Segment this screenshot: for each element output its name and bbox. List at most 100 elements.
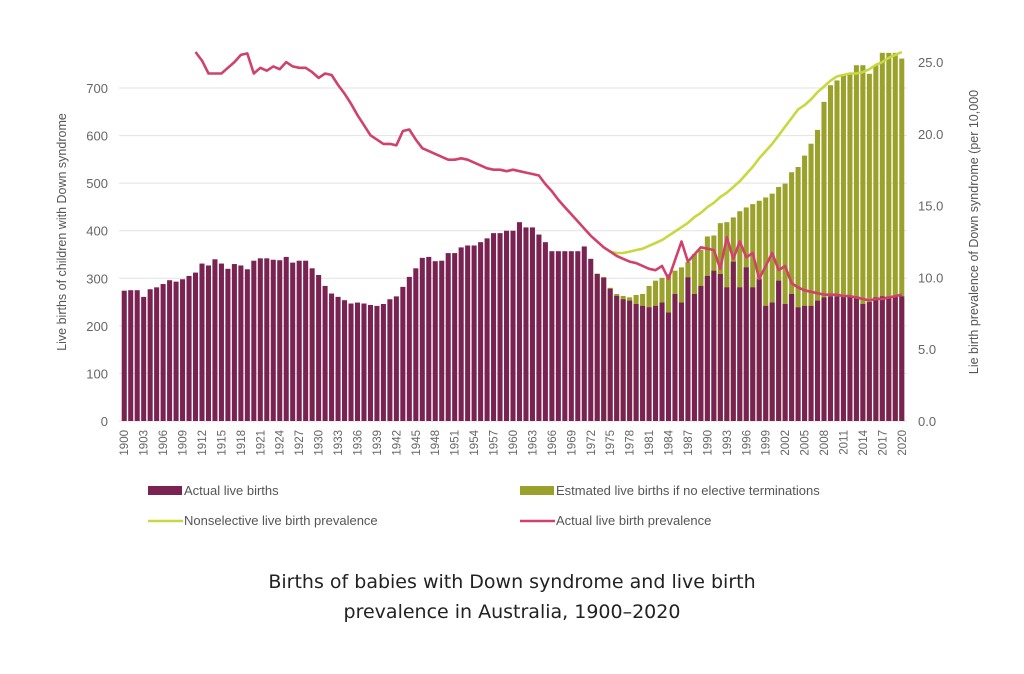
legend-label-nonselective-prevalence: Nonselective live birth prevalence — [184, 513, 378, 528]
y-axis-title: Live births of children with Down syndro… — [55, 113, 69, 351]
y2-tick-label: 20.0 — [918, 127, 943, 142]
bar-actual-1924 — [277, 260, 283, 421]
bar-actual-2015 — [866, 302, 872, 421]
bar-estimated-2014 — [860, 65, 866, 421]
bar-actual-1974 — [601, 277, 607, 421]
x-tick-label: 1987 — [683, 430, 695, 456]
y-axis-right: 0.0 5.0 10.0 15.0 20.0 25.0 — [918, 55, 943, 429]
x-tick-label: 1924 — [275, 429, 287, 455]
bar-actual-1914 — [212, 259, 218, 421]
bar-actual-1981 — [646, 307, 652, 421]
bar-actual-2009 — [827, 296, 834, 421]
bar-actual-1971 — [581, 246, 587, 421]
bar-estimated-2019 — [892, 52, 898, 421]
bar-estimated-2017 — [879, 52, 885, 421]
bar-actual-1904 — [147, 289, 153, 421]
x-tick-label: 1948 — [430, 430, 442, 456]
y-tick-label: 500 — [86, 176, 108, 191]
bar-actual-1967 — [555, 251, 561, 421]
x-tick-label: 1912 — [197, 430, 209, 456]
x-tick-label: 1981 — [644, 430, 656, 456]
bar-actual-1980 — [640, 305, 646, 421]
bar-actual-1991 — [711, 270, 717, 421]
bar-actual-1932 — [329, 293, 335, 421]
y2-tick-label: 10.0 — [918, 270, 943, 285]
y2-tick-label: 15.0 — [918, 199, 943, 214]
bar-estimated-2016 — [873, 65, 879, 421]
x-tick-label: 1963 — [527, 430, 539, 456]
x-tick-label: 1975 — [605, 430, 617, 456]
chart-title-line-1: Births of babies with Down syndrome and … — [268, 571, 755, 593]
x-tick-label: 1906 — [158, 430, 170, 456]
x-tick-label: 2011 — [838, 430, 850, 455]
x-tick-label: 1972 — [586, 430, 598, 456]
bar-estimated-2018 — [886, 52, 892, 421]
x-tick-label: 1936 — [352, 430, 364, 456]
bar-actual-1922 — [264, 258, 270, 421]
bar-actual-2003 — [789, 294, 795, 421]
bar-actual-1941 — [387, 299, 393, 421]
x-tick-label: 2017 — [877, 430, 889, 456]
bar-actual-1907 — [167, 280, 173, 421]
x-tick-label: 1984 — [664, 429, 676, 455]
y-tick-label: 400 — [86, 224, 108, 239]
bar-actual-1917 — [231, 264, 237, 421]
x-tick-label: 1996 — [741, 430, 753, 456]
bar-actual-2002 — [782, 303, 788, 421]
bar-actual-1935 — [348, 303, 354, 421]
y-tick-label: 200 — [86, 319, 108, 334]
x-tick-label: 1978 — [625, 430, 637, 456]
bar-actual-1982 — [653, 305, 659, 421]
bar-estimated-2011 — [840, 75, 846, 421]
legend-label-actual-prevalence: Actual live birth prevalence — [556, 513, 711, 528]
bar-actual-2008 — [821, 297, 827, 421]
bar-actual-2005 — [802, 305, 808, 421]
x-tick-label: 1927 — [294, 430, 306, 456]
y-tick-label: 100 — [86, 366, 108, 381]
y-tick-label: 0 — [101, 414, 108, 429]
bar-estimated-2009 — [827, 85, 834, 421]
bar-actual-1928 — [303, 260, 309, 421]
bar-actual-1947 — [426, 256, 432, 421]
bar-actual-1977 — [620, 299, 626, 421]
chart-title-line-2: prevalence in Australia, 1900–2020 — [344, 601, 681, 623]
bar-actual-1913 — [205, 265, 211, 421]
bar-actual-1920 — [251, 260, 257, 421]
y2-axis-title: Lie birth prevalence of Down syndrome (p… — [967, 90, 981, 374]
bar-actual-1975 — [607, 288, 613, 421]
bar-actual-1969 — [568, 251, 574, 421]
bar-actual-2014 — [860, 303, 866, 421]
x-tick-label: 1960 — [508, 430, 520, 456]
bar-actual-1900 — [121, 290, 127, 421]
bar-actual-1954 — [471, 245, 477, 421]
bar-actual-1994 — [730, 261, 736, 421]
x-tick-label: 1942 — [391, 430, 403, 456]
bar-estimated-2005 — [802, 155, 808, 422]
x-tick-label: 1921 — [255, 430, 267, 456]
bar-actual-1923 — [270, 259, 276, 421]
bar-actual-2013 — [853, 296, 859, 421]
x-tick-label: 1993 — [722, 430, 734, 456]
legend-swatch-actual-births — [148, 486, 182, 495]
x-tick-label: 1903 — [139, 430, 151, 456]
x-axis: 1900 1903 1906 1909 1912 1915 1918 1921 1924 1927… — [119, 429, 909, 455]
bar-actual-1992 — [717, 274, 723, 421]
legend: Actual live births Estmated live births … — [148, 483, 820, 528]
bar-actual-1916 — [225, 268, 231, 421]
bar-actual-1956 — [484, 238, 490, 421]
bar-actual-1934 — [342, 300, 348, 421]
bar-estimated-2007 — [815, 129, 821, 421]
bar-actual-1945 — [413, 268, 419, 421]
y-tick-label: 700 — [86, 81, 108, 96]
y2-tick-label: 5.0 — [918, 342, 936, 357]
bar-actual-1965 — [542, 242, 548, 421]
bar-actual-1901 — [128, 290, 134, 421]
bar-actual-1985 — [672, 294, 678, 421]
bar-actual-1902 — [134, 290, 140, 421]
x-tick-label: 1954 — [469, 429, 481, 455]
x-tick-label: 1933 — [333, 430, 345, 456]
bar-actual-1925 — [283, 256, 289, 421]
bar-actual-1979 — [633, 303, 639, 421]
bar-estimated-2008 — [821, 101, 827, 421]
